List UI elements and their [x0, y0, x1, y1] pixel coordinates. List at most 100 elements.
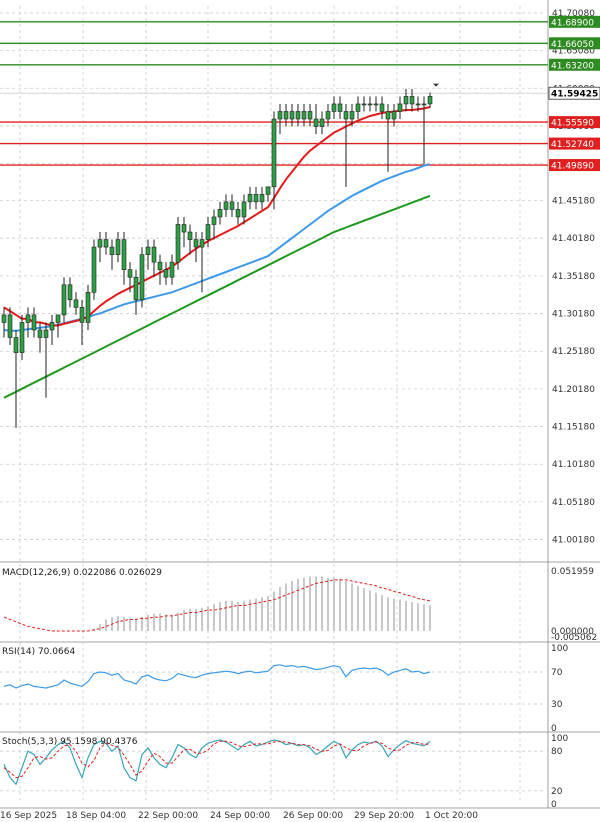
- stoch-panel: Stoch(5,3,3) 95.1598 90.4376 100 80 20 0: [0, 734, 568, 810]
- rsi-label: RSI(14) 70.0664: [2, 647, 75, 657]
- level-tag-label: 41.55590: [551, 119, 594, 129]
- level-tags: 41.68900 41.66050 41.63200 41.55590 41.52740…: [548, 15, 600, 172]
- candle-body: [421, 103, 427, 106]
- price-tick-label: 41.70080: [552, 9, 595, 19]
- candle-body: [319, 118, 325, 127]
- current-price-tag: [548, 86, 600, 100]
- candle-body: [331, 103, 337, 112]
- stoch-tick-label: 20: [551, 787, 563, 797]
- candle-body: [373, 103, 379, 106]
- candle-body: [277, 111, 283, 120]
- last-price-marker: [433, 83, 439, 87]
- candle-body: [415, 103, 421, 106]
- time-tick-label: 16 Sep 2025: [0, 811, 57, 821]
- moving-averages: [3, 106, 431, 399]
- candle-body: [397, 103, 403, 112]
- candle-body: [145, 246, 151, 255]
- candle-body: [103, 239, 109, 248]
- macd-panel: MACD(12,26,9) 0.022086 0.026029 0.051959 0…: [2, 567, 597, 643]
- macd-label: MACD(12,26,9) 0.022086 0.026029: [2, 568, 162, 578]
- price-tick-label: 41.15180: [552, 423, 595, 433]
- candle-body: [181, 224, 187, 233]
- candle-body: [169, 261, 175, 278]
- ma-green-line: [3, 194, 431, 399]
- current-price-label: 41.59425: [551, 90, 598, 100]
- candle-body: [235, 209, 241, 218]
- candle-body: [307, 111, 313, 120]
- rsi-tick-label: 70: [551, 668, 563, 678]
- time-tick-label: 26 Sep 00:00: [283, 811, 343, 821]
- time-tick-label: 24 Sep 00:00: [210, 811, 270, 821]
- price-tick-label: 41.05180: [552, 498, 595, 508]
- rsi-tick-label: 100: [551, 644, 568, 654]
- level-tag-label: 41.63200: [551, 61, 594, 71]
- candle-body: [403, 96, 409, 105]
- time-tick-label: 29 Sep 20:00: [354, 811, 414, 821]
- candle-body: [25, 314, 31, 323]
- price-tick-label: 41.65080: [552, 47, 595, 57]
- candle-body: [211, 216, 217, 225]
- rsi-tick-label: 30: [551, 700, 563, 710]
- candle-body: [1, 314, 7, 323]
- candle-body: [289, 111, 295, 120]
- candle-body: [379, 103, 385, 112]
- level-tag-label: 41.49890: [551, 162, 594, 172]
- price-tick-label: 41.30180: [552, 310, 595, 320]
- candle-body: [91, 246, 97, 293]
- candle-body: [367, 103, 373, 106]
- rsi-tick-label: 0: [551, 724, 557, 734]
- candle-body: [61, 284, 67, 316]
- candle-body: [121, 239, 127, 270]
- stoch-k-line: [3, 739, 431, 786]
- candle-body: [301, 111, 307, 120]
- candle-body: [85, 292, 91, 323]
- level-tag-label: 41.52740: [551, 140, 594, 150]
- candle-body: [157, 261, 163, 270]
- rsi-panel: RSI(14) 70.0664 100 70 30 0: [0, 644, 568, 734]
- candle-body: [259, 194, 265, 203]
- candle-body: [13, 337, 19, 353]
- stoch-label: Stoch(5,3,3) 95.1598 90.4376: [2, 737, 138, 747]
- level-tag: [549, 116, 600, 129]
- candle-body: [223, 201, 229, 210]
- candle-body: [31, 314, 37, 331]
- candle-body: [55, 314, 61, 323]
- level-tag: [549, 37, 600, 50]
- price-tick-label: 41.25180: [552, 347, 595, 357]
- candle-body: [43, 329, 49, 338]
- candle-body: [337, 103, 343, 112]
- stoch-d-line: [3, 740, 431, 779]
- candle-body: [229, 201, 235, 210]
- price-tick-label: 41.00180: [552, 536, 595, 546]
- level-tag-label: 41.68900: [551, 18, 594, 28]
- time-axis: 16 Sep 2025 18 Sep 04:00 22 Sep 00:00 24 Se…: [0, 811, 478, 821]
- ma-blue-line: [3, 163, 431, 332]
- macd-signal-line: [3, 579, 431, 632]
- price-tick-label: 41.20180: [552, 385, 595, 395]
- candle-body: [391, 111, 397, 120]
- candle-body: [355, 103, 361, 112]
- candle-body: [241, 201, 247, 218]
- candle-body: [193, 239, 199, 248]
- candle-body: [151, 246, 157, 263]
- candle-body: [313, 118, 319, 127]
- stoch-tick-label: 100: [551, 734, 568, 744]
- candle-body: [79, 307, 85, 323]
- rsi-line: [3, 664, 431, 689]
- candle-body: [37, 329, 43, 338]
- candle-body: [349, 111, 355, 120]
- level-tag: [549, 137, 600, 150]
- ma-red-line: [3, 106, 431, 327]
- price-tick-label: 41.40180: [552, 234, 595, 244]
- level-tag-label: 41.66050: [551, 40, 594, 50]
- candle-body: [199, 239, 205, 248]
- time-tick-label: 18 Sep 04:00: [66, 811, 126, 821]
- time-tick-label: 1 Oct 20:00: [425, 811, 478, 821]
- candle-body: [385, 111, 391, 120]
- candle-body: [133, 276, 139, 301]
- candles: [1, 83, 439, 428]
- candle-body: [253, 194, 259, 203]
- candle-body: [127, 269, 133, 278]
- candle-body: [271, 118, 277, 188]
